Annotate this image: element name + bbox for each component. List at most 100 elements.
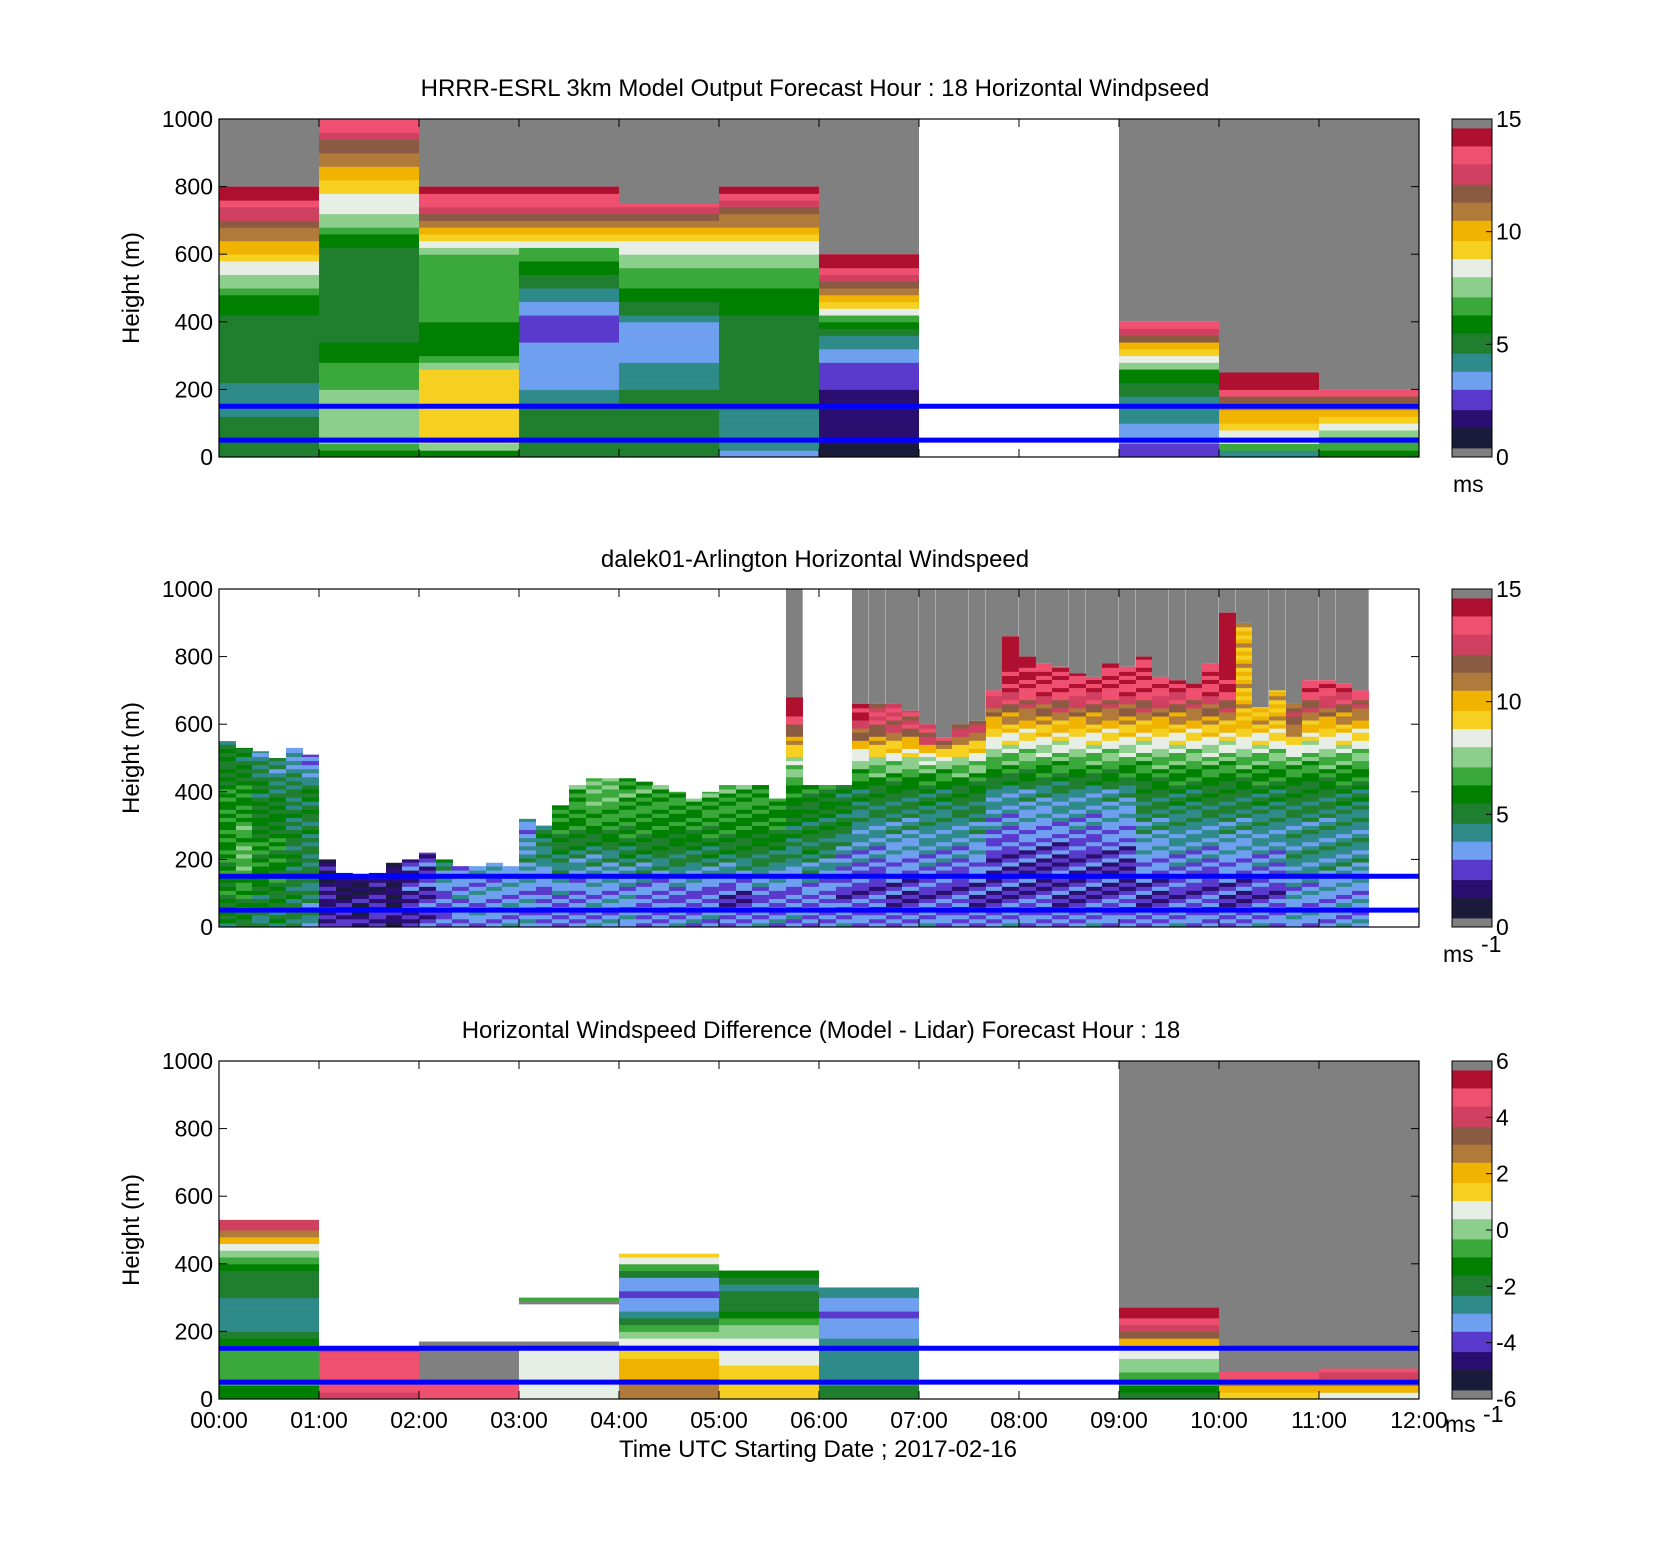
- heatmap-cell: [569, 853, 586, 859]
- heatmap-cell: [1219, 707, 1236, 713]
- heatmap-cell: [819, 862, 836, 867]
- nodata-cell: [1352, 589, 1369, 691]
- heatmap-cell: [752, 910, 769, 916]
- heatmap-cell: [819, 416, 919, 424]
- colorbar-swatch: [1452, 739, 1492, 743]
- heatmap-cell: [1119, 671, 1136, 676]
- heatmap-cell: [1002, 728, 1019, 733]
- heatmap-cell: [1302, 707, 1319, 713]
- heatmap-cell: [886, 809, 903, 814]
- colorbar-swatch: [1452, 672, 1492, 676]
- colorbar-tick-label: 0: [1496, 1217, 1509, 1243]
- heatmap-cell: [1102, 703, 1119, 709]
- heatmap-cell: [869, 858, 886, 863]
- heatmap-cell: [669, 833, 686, 839]
- heatmap-cell: [302, 805, 319, 810]
- heatmap-cell: [1302, 793, 1319, 798]
- heatmap-cell: [719, 1358, 819, 1366]
- heatmap-cell: [236, 789, 253, 794]
- heatmap-cell: [319, 914, 336, 920]
- heatmap-cell: [219, 1317, 319, 1326]
- colorbar-swatch: [1452, 324, 1492, 327]
- heatmap-cell: [752, 837, 769, 843]
- heatmap-cell: [652, 910, 669, 916]
- heatmap-cell: [819, 1371, 919, 1380]
- colorbar-swatch: [1452, 1061, 1492, 1064]
- colorbar-swatch: [1452, 1119, 1492, 1123]
- heatmap-cell: [419, 852, 436, 855]
- heatmap-cell: [986, 886, 1003, 891]
- heatmap-cell: [519, 886, 536, 891]
- heatmap-cell: [1219, 724, 1236, 729]
- heatmap-cell: [902, 801, 919, 806]
- colorbar-swatch: [1452, 785, 1492, 788]
- heatmap-cell: [1119, 914, 1136, 920]
- heatmap-cell: [469, 890, 486, 895]
- heatmap-cell: [1036, 898, 1053, 904]
- heatmap-cell: [1202, 922, 1219, 927]
- heatmap-cell: [1286, 829, 1303, 835]
- heatmap-cell: [1269, 894, 1286, 900]
- colorbar-tick-label: 0: [1496, 914, 1509, 940]
- heatmap-cell: [1086, 793, 1103, 798]
- heatmap-cell: [569, 793, 586, 798]
- heatmap-cell: [1136, 858, 1153, 863]
- heatmap-cell: [836, 898, 853, 904]
- heatmap-cell: [852, 849, 869, 855]
- heatmap-cell: [819, 841, 836, 847]
- heatmap-cell: [719, 817, 736, 822]
- colorbar-swatch: [1452, 263, 1492, 266]
- heatmap-cell: [1186, 744, 1203, 749]
- heatmap-cell: [1236, 728, 1253, 733]
- colorbar-swatch: [1452, 1362, 1492, 1366]
- heatmap-cell: [852, 768, 869, 774]
- heatmap-cell: [1319, 801, 1336, 806]
- heatmap-cell: [1086, 918, 1103, 924]
- heatmap-cell: [419, 335, 519, 343]
- heatmap-cell: [1152, 817, 1169, 822]
- heatmap-cell: [519, 288, 619, 296]
- heatmap-cell: [536, 902, 553, 908]
- heatmap-cell: [269, 858, 286, 863]
- heatmap-cell: [619, 240, 719, 248]
- heatmap-cell: [1086, 898, 1103, 904]
- heatmap-cell: [269, 801, 286, 806]
- heatmap-cell: [952, 797, 969, 802]
- colorbar-swatch: [1452, 344, 1492, 347]
- heatmap-cell: [1019, 902, 1036, 908]
- heatmap-cell: [902, 918, 919, 924]
- heatmap-cell: [669, 902, 686, 908]
- heatmap-cell: [1219, 866, 1236, 871]
- heatmap-cell: [1202, 853, 1219, 859]
- heatmap-cell: [1152, 728, 1169, 733]
- colorbar-swatch: [1452, 719, 1492, 723]
- heatmap-cell: [1069, 862, 1086, 867]
- colorbar-swatch: [1452, 753, 1492, 757]
- heatmap-cell: [1186, 922, 1203, 927]
- heatmap-cell: [736, 849, 753, 855]
- heatmap-cell: [1236, 910, 1253, 916]
- heatmap-cell: [236, 785, 253, 790]
- heatmap-cell: [1236, 724, 1253, 729]
- heatmap-cell: [1119, 858, 1136, 863]
- heatmap-cell: [1269, 793, 1286, 798]
- colorbar-swatch: [1452, 598, 1492, 601]
- heatmap-cell: [986, 858, 1003, 863]
- heatmap-cell: [219, 443, 319, 451]
- colorbar-swatch: [1452, 1112, 1492, 1116]
- heatmap-cell: [1102, 764, 1119, 770]
- heatmap-cell: [319, 389, 419, 397]
- heatmap-cell: [1186, 813, 1203, 818]
- heatmap-cell: [1269, 776, 1286, 782]
- heatmap-cell: [1302, 914, 1319, 920]
- heatmap-cell: [1086, 813, 1103, 818]
- heatmap-cell: [602, 922, 619, 927]
- heatmap-cell: [419, 409, 519, 417]
- heatmap-cell: [1236, 764, 1253, 770]
- heatmap-cell: [1036, 724, 1053, 729]
- heatmap-cell: [219, 882, 236, 887]
- heatmap-cell: [719, 1392, 819, 1399]
- heatmap-cell: [586, 914, 603, 920]
- heatmap-cell: [869, 716, 886, 721]
- panel-title: dalek01-Arlington Horizontal Windspeed: [601, 546, 1029, 573]
